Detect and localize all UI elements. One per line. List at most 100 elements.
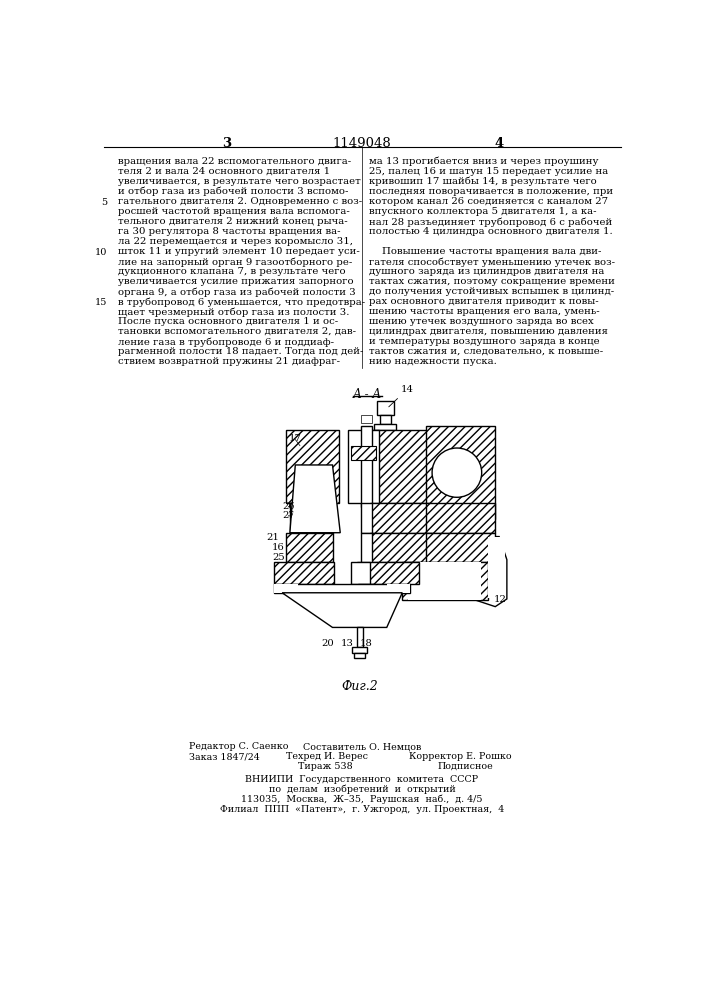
Text: ВНИИПИ  Государственного  комитета  СССР: ВНИИПИ Государственного комитета СССР <box>245 774 479 784</box>
Text: 25, палец 16 и шатун 15 передает усилие на: 25, палец 16 и шатун 15 передает усилие … <box>369 167 608 176</box>
Text: последняя поворачивается в положение, при: последняя поворачивается в положение, пр… <box>369 187 613 196</box>
Text: га 30 регулятора 8 частоты вращения ва-: га 30 регулятора 8 частоты вращения ва- <box>118 227 340 236</box>
Text: кривошип 17 шайбы 14, в результате чего: кривошип 17 шайбы 14, в результате чего <box>369 177 597 186</box>
Text: тактов сжатия и, следовательно, к повыше-: тактов сжатия и, следовательно, к повыше… <box>369 347 603 356</box>
Text: полостью 4 цилиндра основного двигателя 1.: полостью 4 цилиндра основного двигателя … <box>369 227 613 236</box>
Text: Редактор С. Саенко: Редактор С. Саенко <box>189 742 288 751</box>
Bar <box>274 562 334 584</box>
Text: А - А: А - А <box>353 388 382 401</box>
Text: нию надежности пуска.: нию надежности пуска. <box>369 357 497 366</box>
Text: 10: 10 <box>95 248 107 257</box>
Bar <box>290 503 332 533</box>
Text: 27: 27 <box>282 511 295 520</box>
Text: 21: 21 <box>267 533 279 542</box>
Bar <box>356 627 363 647</box>
Bar <box>488 537 505 598</box>
Text: по  делам  изобретений  и  открытий: по делам изобретений и открытий <box>269 785 455 794</box>
Text: Техред И. Верес: Техред И. Верес <box>286 752 368 761</box>
Text: Подписное: Подписное <box>437 762 493 771</box>
Polygon shape <box>468 537 507 607</box>
Text: шению частоты вращения его вала, умень-: шению частоты вращения его вала, умень- <box>369 307 600 316</box>
Bar <box>286 430 339 503</box>
Bar <box>370 533 432 562</box>
Text: 17: 17 <box>288 434 301 443</box>
Text: шток 11 и упругий элемент 10 передает уси-: шток 11 и упругий элемент 10 передает ус… <box>118 247 360 256</box>
Text: нал 28 разъединяет трубопровод 6 с рабочей: нал 28 разъединяет трубопровод 6 с рабоч… <box>369 217 612 227</box>
Bar <box>348 430 379 503</box>
Circle shape <box>432 448 481 497</box>
Text: котором канал 26 соединяется с каналом 27: котором канал 26 соединяется с каналом 2… <box>369 197 608 206</box>
Text: тельного двигателя 2 нижний конец рыча-: тельного двигателя 2 нижний конец рыча- <box>118 217 347 226</box>
Text: 3: 3 <box>222 137 231 150</box>
Polygon shape <box>291 467 338 530</box>
Text: рагменной полости 18 падает. Тогда под дей-: рагменной полости 18 падает. Тогда под д… <box>118 347 363 356</box>
Text: шению утечек воздушного заряда во всех: шению утечек воздушного заряда во всех <box>369 317 594 326</box>
Text: ла 22 перемещается и через коромысло 31,: ла 22 перемещается и через коромысло 31, <box>118 237 353 246</box>
Text: душного заряда из цилиндров двигателя на: душного заряда из цилиндров двигателя на <box>369 267 604 276</box>
Text: 14: 14 <box>389 385 414 407</box>
Bar <box>426 503 495 533</box>
Bar <box>377 401 394 415</box>
Bar <box>361 533 372 566</box>
Text: Заказ 1847/24: Заказ 1847/24 <box>189 752 260 761</box>
Text: 113035,  Москва,  Ж–35,  Раушская  наб.,  д. 4/5: 113035, Москва, Ж–35, Раушская наб., д. … <box>241 795 483 804</box>
Text: до получения устойчивых вспышек в цилинд-: до получения устойчивых вспышек в цилинд… <box>369 287 614 296</box>
Text: щает чрезмерный отбор газа из полости 3.: щает чрезмерный отбор газа из полости 3. <box>118 307 349 317</box>
Text: Повышение частоты вращения вала дви-: Повышение частоты вращения вала дви- <box>369 247 601 256</box>
Text: 18: 18 <box>360 639 373 648</box>
Text: и температуры воздушного заряда в конце: и температуры воздушного заряда в конце <box>369 337 600 346</box>
Text: Тираж 538: Тираж 538 <box>298 762 352 771</box>
Text: в трубопровод 6 уменьшается, что предотвра-: в трубопровод 6 уменьшается, что предотв… <box>118 297 365 307</box>
Text: впускного коллектора 5 двигателя 1, а ка-: впускного коллектора 5 двигателя 1, а ка… <box>369 207 597 216</box>
Text: гателя способствует уменьшению утечек воз-: гателя способствует уменьшению утечек во… <box>369 257 615 267</box>
Bar <box>426 533 495 562</box>
Bar <box>426 426 495 519</box>
Text: 16: 16 <box>272 544 285 552</box>
Text: рах основного двигателя приводит к повы-: рах основного двигателя приводит к повы- <box>369 297 599 306</box>
Text: Корректор Е. Рошко: Корректор Е. Рошко <box>409 752 512 761</box>
Bar <box>374 424 396 430</box>
Text: Филиал  ППП  «Патент»,  г. Ужгород,  ул. Проектная,  4: Филиал ППП «Патент», г. Ужгород, ул. Про… <box>220 805 504 814</box>
Text: органа 9, а отбор газа из рабочей полости 3: органа 9, а отбор газа из рабочей полост… <box>118 287 356 297</box>
Bar <box>361 503 372 533</box>
Text: ление газа в трубопроводе 6 и поддиаф-: ление газа в трубопроводе 6 и поддиаф- <box>118 337 334 347</box>
Bar <box>352 647 368 653</box>
Text: 1149048: 1149048 <box>332 137 392 150</box>
Bar <box>351 562 370 584</box>
Bar <box>370 430 432 503</box>
Text: гательного двигателя 2. Одновременно с воз-: гательного двигателя 2. Одновременно с в… <box>118 197 362 206</box>
Bar <box>409 562 481 600</box>
Text: и отбор газа из рабочей полости 3 вспомо-: и отбор газа из рабочей полости 3 вспомо… <box>118 187 349 196</box>
Text: 20: 20 <box>321 639 334 648</box>
Polygon shape <box>282 593 402 627</box>
Text: Фиг.2: Фиг.2 <box>341 680 378 693</box>
Bar <box>354 653 365 658</box>
Bar <box>361 415 372 423</box>
Text: 25: 25 <box>272 553 285 562</box>
Bar <box>357 562 419 584</box>
Text: После пуска основного двигателя 1 и ос-: После пуска основного двигателя 1 и ос- <box>118 317 338 326</box>
Text: ма 13 прогибается вниз и через проушину: ма 13 прогибается вниз и через проушину <box>369 157 598 166</box>
Text: 4: 4 <box>494 137 504 150</box>
Text: лие на запорный орган 9 газоотборного ре-: лие на запорный орган 9 газоотборного ре… <box>118 257 352 267</box>
Bar <box>274 584 298 593</box>
Polygon shape <box>290 465 340 533</box>
Bar <box>351 446 376 460</box>
Bar <box>402 562 488 600</box>
Bar <box>274 584 410 593</box>
Bar <box>286 533 332 562</box>
Text: теля 2 и вала 24 основного двигателя 1: теля 2 и вала 24 основного двигателя 1 <box>118 167 330 176</box>
Text: вращения вала 22 вспомогательного двига-: вращения вала 22 вспомогательного двига- <box>118 157 351 166</box>
Text: 13: 13 <box>340 639 353 648</box>
Bar <box>387 584 410 593</box>
Bar <box>380 415 391 424</box>
Text: тановки вспомогательного двигателя 2, дав-: тановки вспомогательного двигателя 2, да… <box>118 327 356 336</box>
Text: росшей частотой вращения вала вспомога-: росшей частотой вращения вала вспомога- <box>118 207 349 216</box>
Text: увеличивается, в результате чего возрастает: увеличивается, в результате чего возраст… <box>118 177 361 186</box>
Text: увеличивается усилие прижатия запорного: увеличивается усилие прижатия запорного <box>118 277 354 286</box>
Text: цилиндрах двигателя, повышению давления: цилиндрах двигателя, повышению давления <box>369 327 608 336</box>
Text: 15: 15 <box>317 477 330 486</box>
Text: ствием возвратной пружины 21 диафраг-: ствием возвратной пружины 21 диафраг- <box>118 357 340 366</box>
Text: 5: 5 <box>101 198 107 207</box>
Bar <box>361 426 372 507</box>
